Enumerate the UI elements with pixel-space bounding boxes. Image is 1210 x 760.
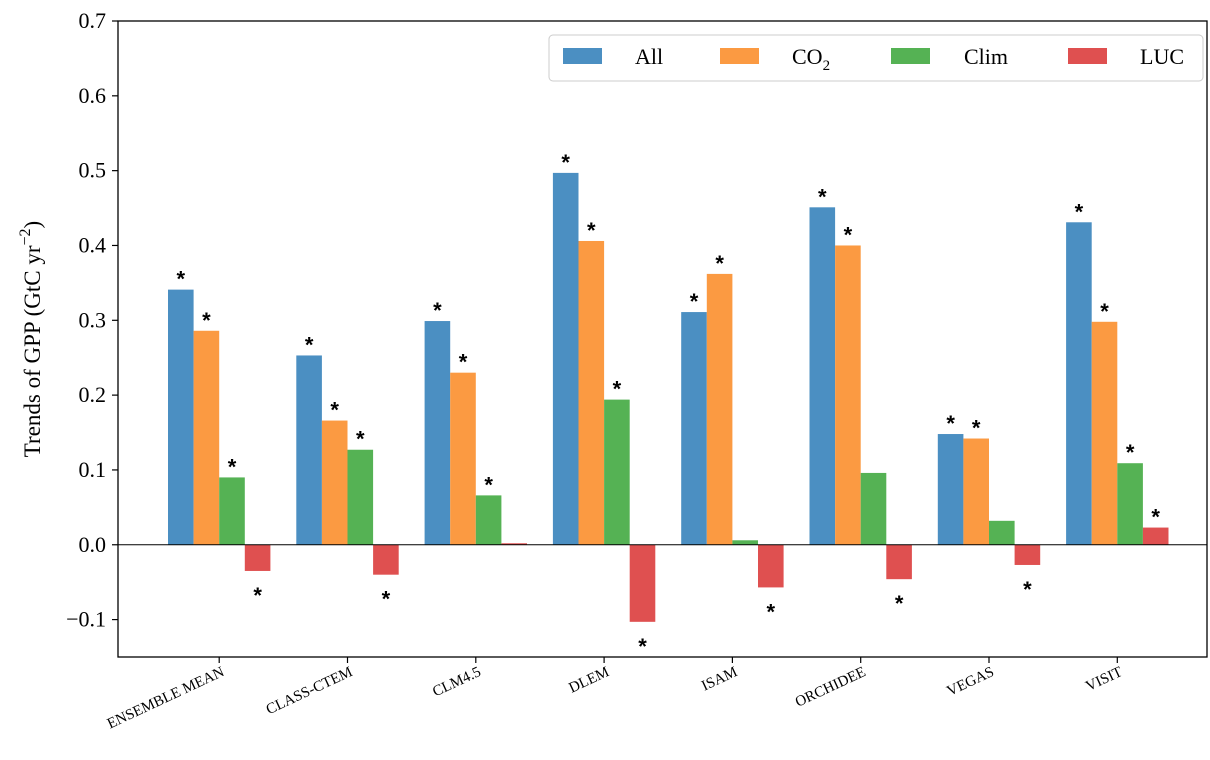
legend-label-clim: Clim [964, 44, 1008, 69]
legend-label-co2: CO2 [792, 44, 830, 74]
y-axis-label-superscript: −2 [17, 228, 34, 245]
bar-luc-class-ctem [373, 544, 399, 575]
bars-layer [168, 172, 1169, 622]
significance-star-all-isam: * [690, 289, 699, 314]
bar-clim-isam [732, 540, 758, 545]
x-category-label-orchidee: ORCHIDEE [793, 664, 868, 711]
y-tick-label: 0.5 [79, 158, 107, 183]
bar-clim-vegas [989, 520, 1015, 545]
y-axis-ticks: −0.1 0.0 0.1 0.2 0.3 0.4 0.5 0.6 0.7 [66, 8, 118, 632]
bar-all-class-ctem [296, 355, 322, 545]
significance-star-co2-isam: * [715, 251, 724, 276]
y-tick-label: 0.7 [79, 8, 107, 33]
bar-all-visit [1066, 222, 1092, 545]
significance-star-all-ensemble-mean: * [177, 267, 186, 292]
significance-star-all-clm4-5: * [433, 298, 442, 323]
bar-co2-isam [706, 273, 733, 545]
bar-co2-ensemble-mean [193, 330, 220, 545]
bar-co2-dlem [578, 240, 605, 545]
x-category-label-class-ctem: CLASS-CTEM [264, 664, 355, 718]
legend-box [548, 34, 1204, 82]
legend-label-all: All [635, 44, 663, 69]
significance-star-clim-ensemble-mean: * [228, 454, 237, 479]
x-category-label-isam: ISAM [699, 664, 740, 694]
bar-all-clm4-5 [424, 321, 451, 545]
x-category-label-visit: VISIT [1083, 664, 1124, 695]
y-tick-label: 0.2 [79, 382, 107, 407]
y-axis-label-main: Trends of GPP (GtC yr [20, 245, 45, 457]
significance-star-co2-orchidee: * [844, 222, 853, 247]
bar-clim-ensemble-mean [219, 477, 245, 545]
legend-swatch-luc [1068, 48, 1107, 64]
y-tick-label: 0.3 [79, 307, 107, 332]
x-category-label-vegas: VEGAS [945, 664, 997, 700]
plot-area-frame [117, 20, 1208, 658]
significance-star-co2-class-ctem: * [330, 398, 339, 423]
significance-star-all-class-ctem: * [305, 332, 314, 357]
significance-star-clim-visit: * [1126, 440, 1135, 465]
bar-all-vegas [937, 434, 964, 545]
legend-swatch-clim [891, 48, 930, 64]
significance-star-all-orchidee: * [818, 184, 827, 209]
x-category-label-clm4-5: CLM4.5 [430, 664, 483, 700]
significance-star-luc-vegas: * [1023, 577, 1032, 602]
significance-star-co2-visit: * [1100, 299, 1109, 324]
bar-all-dlem [552, 172, 579, 545]
legend: All CO2 Clim LUC [548, 34, 1204, 82]
legend-label-luc: LUC [1140, 44, 1184, 69]
bar-all-orchidee [809, 207, 836, 545]
y-tick-label: 0.0 [79, 532, 107, 557]
significance-star-co2-ensemble-mean: * [202, 308, 211, 333]
significance-star-co2-clm4-5: * [459, 350, 468, 375]
bar-luc-orchidee [886, 544, 912, 580]
legend-swatch-all [563, 48, 602, 64]
bar-co2-orchidee [835, 245, 861, 545]
x-category-label-dlem: DLEM [567, 664, 612, 696]
significance-star-all-dlem: * [561, 150, 570, 175]
bar-clim-clm4-5 [475, 495, 502, 545]
significance-star-clim-class-ctem: * [356, 427, 365, 452]
bar-co2-visit [1091, 321, 1118, 545]
significance-markers: * * * * * * * * * * * * * * * * * * * * * * * * * * * * [177, 150, 1161, 659]
y-tick-label: 0.6 [79, 83, 107, 108]
significance-star-clim-clm4-5: * [484, 472, 493, 497]
bar-luc-clm4-5 [501, 543, 527, 545]
y-tick-label: 0.1 [79, 457, 107, 482]
bar-co2-class-ctem [321, 420, 348, 545]
significance-star-clim-dlem: * [613, 377, 622, 402]
legend-swatch-co2 [720, 48, 759, 64]
bar-luc-ensemble-mean [244, 544, 271, 571]
bar-co2-clm4-5 [450, 372, 476, 545]
x-category-label-ensemble-mean: ENSEMBLE MEAN [105, 664, 227, 732]
bar-all-ensemble-mean [168, 289, 194, 545]
x-axis-ticks: ENSEMBLE MEAN CLASS-CTEM CLM4.5 DLEM ISAM ORC… [105, 657, 1125, 732]
bar-clim-class-ctem [347, 449, 374, 545]
y-axis-label: Trends of GPP (GtC yr−2) [17, 221, 45, 457]
significance-star-co2-dlem: * [587, 218, 596, 243]
significance-star-all-visit: * [1075, 199, 1084, 224]
bar-luc-visit [1142, 527, 1169, 545]
bar-luc-dlem [629, 544, 656, 622]
y-tick-label: 0.4 [79, 232, 107, 257]
bar-co2-vegas [963, 438, 989, 545]
bar-luc-isam [758, 544, 784, 588]
bar-clim-visit [1117, 463, 1143, 545]
significance-star-all-vegas: * [946, 411, 955, 436]
significance-star-luc-class-ctem: * [382, 587, 391, 612]
significance-star-luc-visit: * [1151, 505, 1160, 530]
significance-star-luc-orchidee: * [895, 591, 904, 616]
significance-star-luc-isam: * [767, 599, 776, 624]
significance-star-co2-vegas: * [972, 416, 981, 441]
bar-clim-orchidee [860, 472, 887, 545]
significance-star-luc-dlem: * [638, 634, 647, 659]
bar-all-isam [681, 312, 707, 545]
bar-luc-vegas [1014, 544, 1041, 565]
bar-clim-dlem [604, 399, 630, 545]
y-tick-label: −0.1 [66, 607, 106, 632]
y-axis-label-close: ) [20, 221, 45, 229]
significance-star-luc-ensemble-mean: * [253, 583, 262, 608]
